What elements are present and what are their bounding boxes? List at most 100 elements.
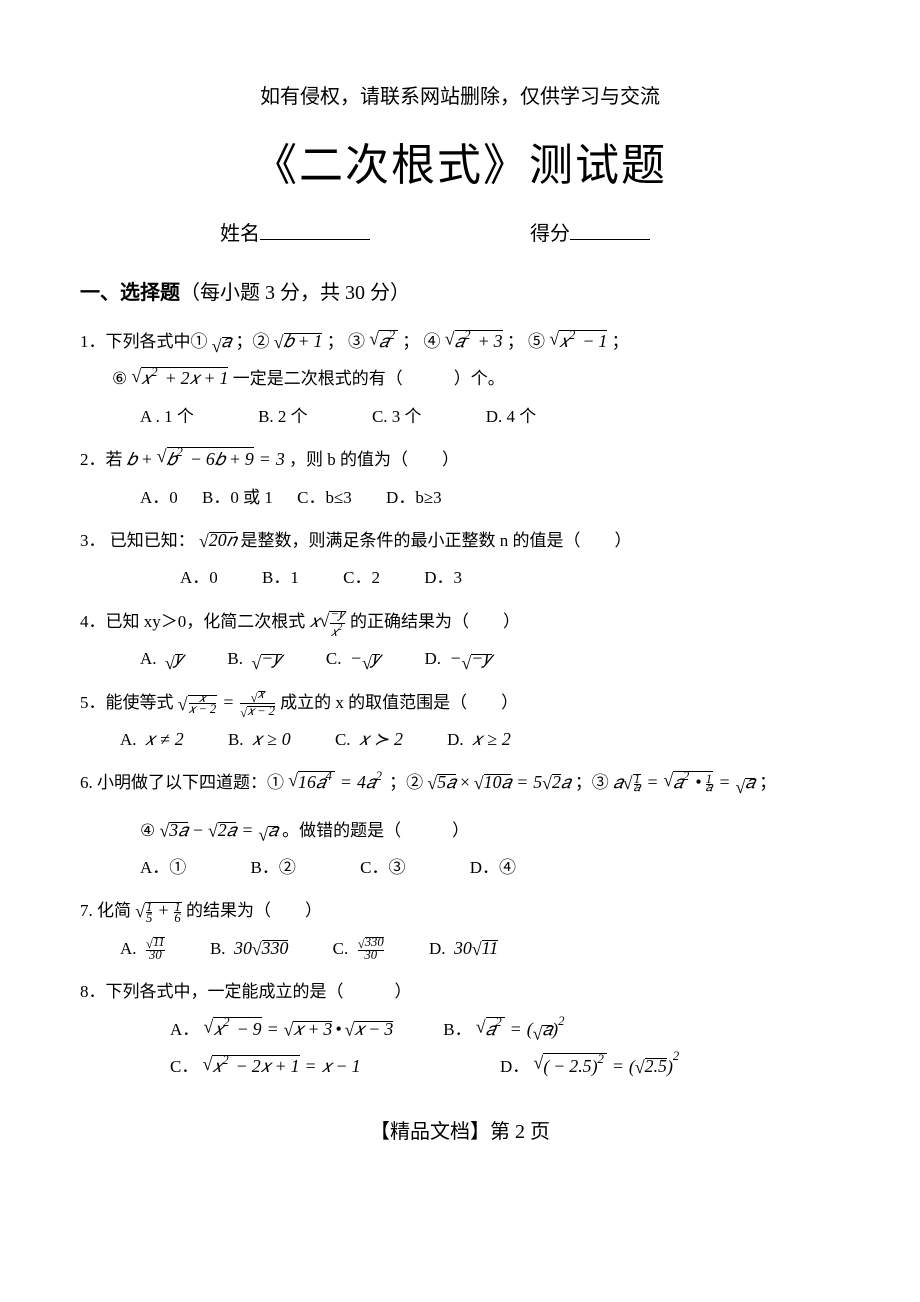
q7-options: A. 1130 B. 30330 C. 33030 D. 3011 bbox=[120, 930, 840, 967]
question-5: 5．能使等式 xx−2=xx−2 成立的 x 的取值范围是（ ） A. x≠2 … bbox=[80, 684, 840, 759]
q2-text-b: ，则 b 的值为（ ） bbox=[289, 450, 459, 469]
q5-opt-c: C. x≻2 bbox=[335, 721, 403, 758]
q8-c-expr: x2−2x+1=x−1 bbox=[203, 1053, 361, 1072]
q8-b-pre: B． bbox=[443, 1020, 471, 1039]
q1-text-a: 下列各式中① bbox=[106, 332, 208, 351]
q4-expr: x−yx2 bbox=[310, 610, 346, 636]
q6-options: A．① B．② C．③ D．④ bbox=[140, 849, 840, 886]
q1-options: A . 1 个 B. 2 个 C. 3 个 D. 4 个 bbox=[140, 398, 840, 435]
q6-expr-2: 5a×10a=52a bbox=[427, 773, 570, 790]
q1-num: 1． bbox=[80, 332, 106, 351]
q7-opt-a: A. 1130 bbox=[120, 930, 166, 967]
q8-c-pre: C． bbox=[170, 1057, 198, 1076]
q1-line2-pre: ⑥ bbox=[112, 369, 127, 388]
q6-opt-b: B．② bbox=[251, 849, 296, 886]
q3-opt-c: C．2 bbox=[343, 559, 380, 596]
q2-opt-a: A．0 bbox=[140, 479, 178, 516]
q8-b-expr: a2=(a)2 bbox=[476, 1016, 568, 1040]
q1-opt-c: C. 3 个 bbox=[372, 398, 422, 435]
q1-expr-2: b+1 bbox=[274, 331, 323, 348]
q7-text-a: 化简 bbox=[97, 901, 135, 920]
q5-options: A. x≠2 B. x≥0 C. x≻2 D. x≥2 bbox=[120, 721, 840, 758]
q1-expr-3: a2 bbox=[369, 328, 398, 347]
q2-num: 2． bbox=[80, 450, 106, 469]
q5-text-a: 能使等式 bbox=[106, 693, 178, 712]
q5-opt-b: B. x≥0 bbox=[228, 721, 291, 758]
q6-expr-3: a1a=a2•1a=a bbox=[613, 769, 755, 793]
q7-opt-b: B. 30330 bbox=[210, 930, 288, 967]
q1-expr-1: a bbox=[212, 335, 231, 352]
q8-opt-b: B． a2=(a)2 bbox=[443, 1011, 567, 1048]
q1-sep-2: ； ③ bbox=[327, 332, 365, 351]
q6-line2-pre: ④ bbox=[140, 821, 160, 840]
name-score-line: 姓名 得分 bbox=[220, 217, 840, 246]
q6-sep-3: ； bbox=[759, 773, 776, 792]
section-1-heading: 一、选择题（每小题 3 分，共 30 分） bbox=[80, 276, 840, 305]
q1-sep-1: ；② bbox=[235, 332, 269, 351]
q6-sep-1: ；② bbox=[389, 773, 423, 792]
q5-num: 5． bbox=[80, 693, 106, 712]
q1-expr-5: x2−1 bbox=[549, 328, 607, 347]
q1-line2: ⑥ x2+2x+1 一定是二次根式的有（ ）个。 bbox=[112, 360, 840, 397]
q7-opt-c: C. 33030 bbox=[333, 930, 385, 967]
q5-opt-d: D. x≥2 bbox=[447, 721, 511, 758]
q1-line2-post: 一定是二次根式的有（ ）个。 bbox=[233, 369, 505, 388]
q6-expr-4: 3a−2a=a bbox=[160, 820, 278, 841]
section-1-paren: （每小题 3 分，共 30 分） bbox=[180, 282, 410, 304]
q6-opt-d: D．④ bbox=[470, 849, 516, 886]
q2-opt-c: C．b≤3 bbox=[297, 479, 352, 516]
q4-text-b: 的正确结果为（ ） bbox=[350, 612, 520, 631]
q8-opt-a: A． x2−9=x+3•x−3 bbox=[170, 1011, 393, 1048]
question-7: 7. 化简 15+16 的结果为（ ） A. 1130 B. 30330 C. … bbox=[80, 892, 840, 967]
q2-expr: b+b2−6b+9=3 bbox=[127, 445, 285, 465]
q3-opt-a: A．0 bbox=[180, 559, 218, 596]
section-1-label: 一、选择题 bbox=[80, 282, 180, 304]
q8-row2: C． x2−2x+1=x−1 D． (−2.5)2=(2.5)2 bbox=[170, 1048, 840, 1085]
page-footer: 【精品文档】第 2 页 bbox=[80, 1115, 840, 1144]
q8-num: 8． bbox=[80, 982, 106, 1001]
q2-options: A．0 B．0 或 1 C．b≤3 D．b≥3 bbox=[140, 479, 840, 516]
score-blank bbox=[570, 220, 650, 240]
q5-expr: xx−2=xx−2 bbox=[178, 690, 276, 718]
q4-opt-c: C. −y bbox=[326, 640, 380, 677]
q1-opt-a: A . 1 个 bbox=[140, 398, 194, 435]
q8-row1: A． x2−9=x+3•x−3 B． a2=(a)2 bbox=[170, 1011, 840, 1048]
question-6: 6. 小明做了以下四道题：① 16a4=4a2 ；② 5a×10a=52a ；③… bbox=[80, 764, 840, 886]
q3-options: A．0 B．1 C．2 D．3 bbox=[180, 559, 840, 596]
q8-d-expr: (−2.5)2=(2.5)2 bbox=[534, 1052, 683, 1078]
q2-opt-d: D．b≥3 bbox=[386, 479, 442, 516]
q6-opt-c: C．③ bbox=[360, 849, 405, 886]
q1-expr-4: a2+3 bbox=[445, 328, 503, 347]
q8-d-pre: D． bbox=[500, 1057, 529, 1076]
name-blank bbox=[260, 220, 370, 240]
question-1: 1．下列各式中① a ；② b+1 ； ③ a2 ； ④ a2+3 ； ⑤ x2… bbox=[80, 323, 840, 435]
q1-sep-4: ； ⑤ bbox=[507, 332, 545, 351]
q3-expr: 20n bbox=[199, 530, 236, 547]
page: 如有侵权，请联系网站删除，仅供学习与交流 《二次根式》测试题 姓名 得分 一、选… bbox=[0, 0, 920, 1184]
q1-opt-d: D. 4 个 bbox=[486, 398, 537, 435]
q1-expr-6: x2+2x+1 bbox=[132, 365, 229, 384]
q7-opt-d: D. 3011 bbox=[429, 930, 498, 967]
q6-line2: ④ 3a−2a=a 。做错的题是（ ） bbox=[140, 812, 840, 849]
q8-opt-c: C． x2−2x+1=x−1 bbox=[170, 1048, 450, 1085]
q4-num: 4． bbox=[80, 612, 106, 631]
q3-text-b: 是整数，则满足条件的最小正整数 n 的值是（ ） bbox=[240, 531, 631, 550]
q8-stem: 下列各式中，一定能成立的是（ ） bbox=[106, 982, 412, 1001]
question-4: 4．已知 xy＞0，化简二次根式 x−yx2 的正确结果为（ ） A. y B.… bbox=[80, 603, 840, 678]
q8-opt-d: D． (−2.5)2=(2.5)2 bbox=[500, 1048, 682, 1085]
q3-num: 3． bbox=[80, 531, 106, 550]
q5-text-b: 成立的 x 的取值范围是（ ） bbox=[280, 693, 518, 712]
q6-expr-1: 16a4=4a2 bbox=[288, 769, 385, 788]
q3-text-a: 已知已知： bbox=[106, 531, 195, 550]
q7-text-b: 的结果为（ ） bbox=[186, 901, 322, 920]
q1-sep-5: ； bbox=[612, 332, 629, 351]
score-label: 得分 bbox=[530, 223, 570, 245]
question-2: 2．若 b+b2−6b+9=3 ，则 b 的值为（ ） A．0 B．0 或 1 … bbox=[80, 441, 840, 516]
q3-opt-b: B．1 bbox=[262, 559, 299, 596]
q4-opt-b: B. −y bbox=[227, 640, 281, 677]
q3-opt-d: D．3 bbox=[424, 559, 462, 596]
q6-opt-a: A．① bbox=[140, 849, 186, 886]
question-3: 3． 已知已知： 20n 是整数，则满足条件的最小正整数 n 的值是（ ） A．… bbox=[80, 522, 840, 597]
q6-sep-2: ；③ bbox=[575, 773, 609, 792]
copyright-notice: 如有侵权，请联系网站删除，仅供学习与交流 bbox=[80, 80, 840, 109]
